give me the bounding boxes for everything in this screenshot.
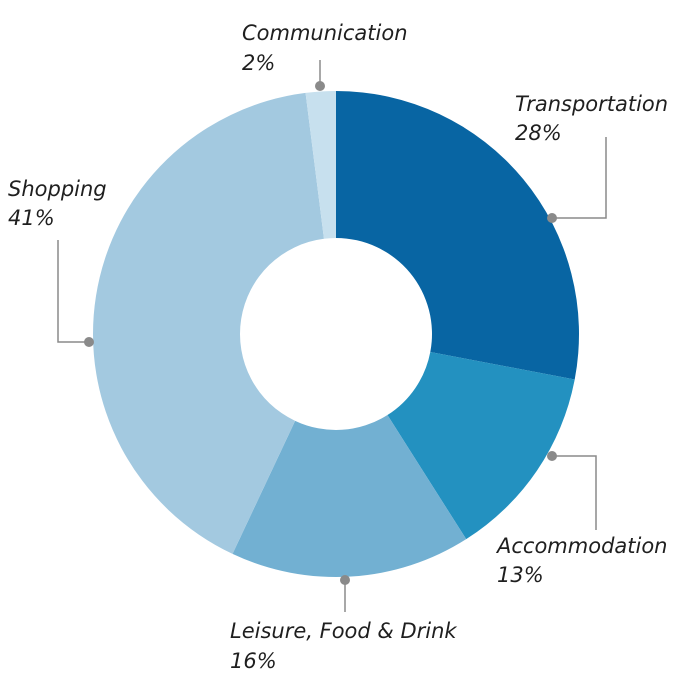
leader-dot-transportation [547, 213, 557, 223]
slice-accommodation [387, 351, 575, 540]
label-leisure-value: 16% [230, 649, 277, 673]
label-transportation-value: 28% [515, 121, 562, 145]
leader-dot-communication [315, 81, 325, 91]
leader-line-transportation [552, 137, 607, 219]
slice-leisure-food-drink [232, 415, 467, 578]
label-communication-name: Communication [242, 21, 408, 45]
leader-dot-shopping [84, 337, 94, 347]
slice-communication [305, 91, 336, 239]
label-accommodation-name: Accommodation [495, 534, 668, 558]
label-accommodation-value: 13% [497, 563, 544, 587]
label-shopping-name: Shopping [8, 177, 107, 201]
leader-line-accommodation [552, 455, 597, 530]
label-communication-value: 2% [242, 51, 275, 75]
leader-lines [57, 60, 607, 612]
label-transportation-name: Transportation [515, 92, 668, 116]
slice-shopping [93, 92, 324, 554]
label-shopping-value: 41% [8, 206, 55, 230]
label-leisure-name: Leisure, Food & Drink [230, 619, 457, 643]
leader-dot-accommodation [547, 451, 557, 461]
slice-transportation [336, 91, 579, 380]
donut-slices [93, 91, 579, 578]
leader-line-shopping [57, 240, 89, 343]
leader-dot-leisure-food-drink [340, 575, 350, 585]
